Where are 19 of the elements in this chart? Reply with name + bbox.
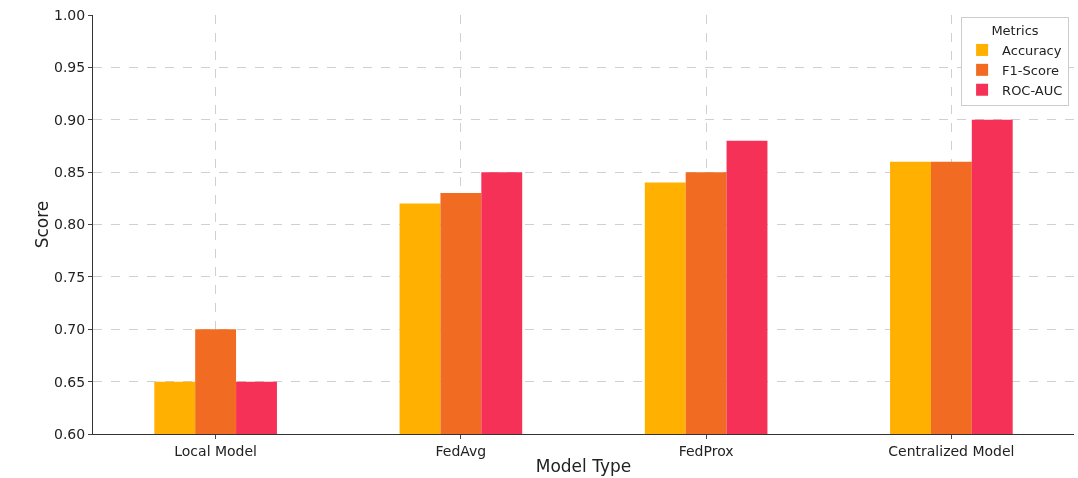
legend-label: Accuracy [1002, 43, 1062, 59]
x-tick-label: Local Model [174, 442, 258, 459]
y-tick-label: 0.65 [54, 373, 86, 390]
y-tick-label: 0.90 [54, 111, 86, 128]
x-tick-label: FedProx [678, 442, 734, 459]
legend-title: Metrics [991, 22, 1039, 38]
y-tick-label: 0.95 [54, 59, 86, 76]
y-tick-label: 1.00 [54, 6, 86, 23]
y-tick-label: 0.75 [54, 268, 86, 285]
x-tick-label: Centralized Model [888, 442, 1015, 459]
y-tick-label: 0.85 [54, 164, 86, 181]
legend-label: F1-Score [1002, 62, 1059, 78]
y-tick-label: 0.70 [54, 321, 86, 338]
x-axis-title: Model Type [535, 456, 632, 477]
y-tick-label: 0.60 [54, 425, 86, 442]
x-tick-label: FedAvg [435, 442, 487, 459]
y-axis-title: Score [32, 200, 53, 249]
y-tick-label: 0.80 [54, 216, 86, 233]
legend-label: ROC-AUC [1002, 82, 1063, 98]
